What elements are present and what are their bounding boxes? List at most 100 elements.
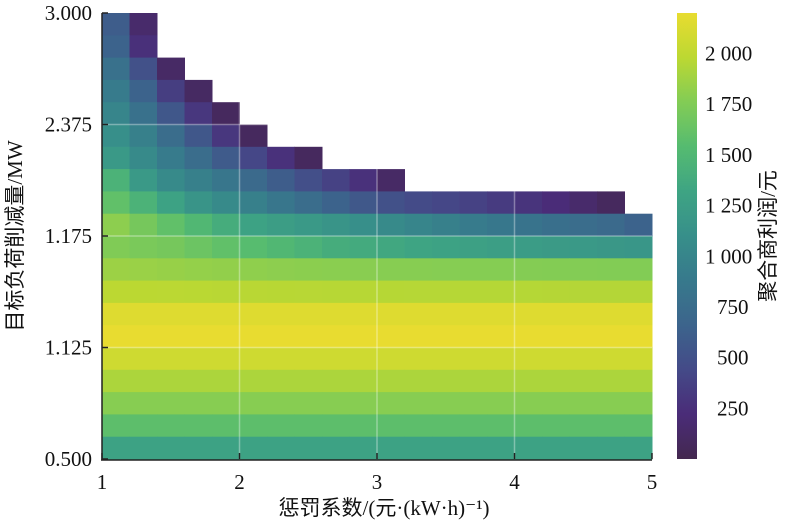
colorbar-tick-label: 1 000 bbox=[705, 244, 752, 268]
heatmap-cell bbox=[514, 369, 543, 393]
heatmap-cell bbox=[102, 347, 130, 371]
heatmap-cell bbox=[404, 347, 433, 371]
heatmap-cells bbox=[102, 13, 653, 460]
heatmap-cell bbox=[349, 436, 378, 460]
heatmap-cell bbox=[377, 213, 405, 237]
heatmap-cell bbox=[129, 79, 158, 103]
heatmap-cell bbox=[597, 213, 625, 237]
colorbar-tick-label: 1 250 bbox=[705, 194, 752, 218]
heatmap-cell bbox=[157, 392, 185, 415]
heatmap-cell bbox=[267, 436, 295, 460]
heatmap-cell bbox=[294, 302, 323, 326]
heatmap-cell bbox=[569, 369, 598, 393]
heatmap-cell bbox=[184, 124, 213, 148]
heatmap-cell bbox=[487, 302, 515, 326]
heatmap-cell bbox=[569, 191, 598, 215]
axes bbox=[101, 13, 652, 461]
heatmap-cell bbox=[129, 124, 158, 148]
colorbar-tick-label: 750 bbox=[717, 295, 749, 319]
heatmap-cell bbox=[294, 414, 323, 438]
heatmap-cell bbox=[129, 325, 158, 348]
heatmap-cell bbox=[212, 213, 240, 237]
heatmap-cell bbox=[129, 236, 158, 259]
heatmap-cell bbox=[322, 392, 350, 415]
heatmap-cell bbox=[514, 392, 543, 415]
heatmap-cell bbox=[294, 347, 323, 371]
y-ticks: 3.000 2.375 1.175 1.125 0.500 bbox=[45, 1, 92, 471]
heatmap-cell bbox=[294, 169, 323, 192]
heatmap-cell bbox=[377, 302, 405, 326]
heatmap-cell bbox=[102, 436, 130, 460]
colorbar-ticks: 250 500 750 1 000 1 250 1 500 1 750 2 00… bbox=[705, 42, 752, 421]
x-ticks: 1 2 3 4 5 bbox=[97, 470, 658, 494]
heatmap-cell bbox=[377, 369, 405, 393]
heatmap-cell bbox=[624, 325, 653, 348]
heatmap-cell bbox=[322, 236, 350, 259]
heatmap-cell bbox=[569, 280, 598, 304]
heatmap-cell bbox=[129, 414, 158, 438]
heatmap-cell bbox=[404, 191, 433, 215]
heatmap-cell bbox=[184, 325, 213, 348]
heatmap-cell bbox=[267, 325, 295, 348]
heatmap-cell bbox=[322, 347, 350, 371]
x-tick-label: 1 bbox=[97, 470, 108, 494]
heatmap-cell bbox=[322, 258, 350, 282]
heatmap-cell bbox=[432, 191, 460, 215]
heatmap-cell bbox=[624, 258, 653, 282]
heatmap-cell bbox=[349, 325, 378, 348]
heatmap-cell bbox=[157, 280, 185, 304]
heatmap-cell bbox=[487, 325, 515, 348]
heatmap-cell bbox=[157, 57, 185, 81]
heatmap-cell bbox=[597, 302, 625, 326]
heatmap-cell bbox=[349, 191, 378, 215]
heatmap-cell bbox=[294, 258, 323, 282]
heatmap-cell bbox=[322, 302, 350, 326]
heatmap-cell bbox=[102, 124, 130, 148]
heatmap-cell bbox=[514, 325, 543, 348]
heatmap-cell bbox=[184, 302, 213, 326]
heatmap-cell bbox=[267, 347, 295, 371]
heatmap-cell bbox=[157, 436, 185, 460]
colorbar-tick-label: 250 bbox=[717, 396, 749, 420]
y-tick-label: 3.000 bbox=[45, 1, 92, 25]
heatmap-cell bbox=[102, 169, 130, 192]
heatmap-cell bbox=[267, 146, 295, 170]
heatmap-cell bbox=[212, 124, 240, 148]
heatmap-cell bbox=[404, 414, 433, 438]
heatmap-cell bbox=[294, 191, 323, 215]
heatmap-cell bbox=[349, 369, 378, 393]
heatmap-cell bbox=[377, 414, 405, 438]
heatmap-cell bbox=[157, 124, 185, 148]
heatmap-cell bbox=[157, 102, 185, 125]
heatmap-cell bbox=[542, 258, 570, 282]
heatmap-cell bbox=[212, 392, 240, 415]
heatmap-cell bbox=[404, 392, 433, 415]
heatmap-cell bbox=[184, 191, 213, 215]
heatmap-cell bbox=[349, 169, 378, 192]
heatmap-cell bbox=[514, 191, 543, 215]
heatmap-cell bbox=[239, 325, 268, 348]
heatmap-cell bbox=[157, 414, 185, 438]
x-axis-title: 惩罚系数/(元·(kW·h)⁻¹) bbox=[279, 496, 490, 520]
heatmap-cell bbox=[569, 258, 598, 282]
heatmap-cell bbox=[459, 191, 488, 215]
heatmap-cell bbox=[322, 213, 350, 237]
heatmap-cell bbox=[624, 213, 653, 237]
heatmap-cell bbox=[404, 302, 433, 326]
heatmap-cell bbox=[294, 280, 323, 304]
heatmap-cell bbox=[184, 258, 213, 282]
heatmap-cell bbox=[377, 436, 405, 460]
heatmap-cell bbox=[129, 191, 158, 215]
heatmap-cell bbox=[487, 258, 515, 282]
heatmap-cell bbox=[377, 258, 405, 282]
heatmap-cell bbox=[377, 347, 405, 371]
heatmap-cell bbox=[487, 414, 515, 438]
heatmap-cell bbox=[514, 347, 543, 371]
heatmap-cell bbox=[542, 236, 570, 259]
heatmap-cell bbox=[624, 369, 653, 393]
heatmap-cell bbox=[569, 213, 598, 237]
heatmap-cell bbox=[459, 280, 488, 304]
y-tick-label: 0.500 bbox=[45, 447, 92, 471]
heatmap-cell bbox=[239, 258, 268, 282]
